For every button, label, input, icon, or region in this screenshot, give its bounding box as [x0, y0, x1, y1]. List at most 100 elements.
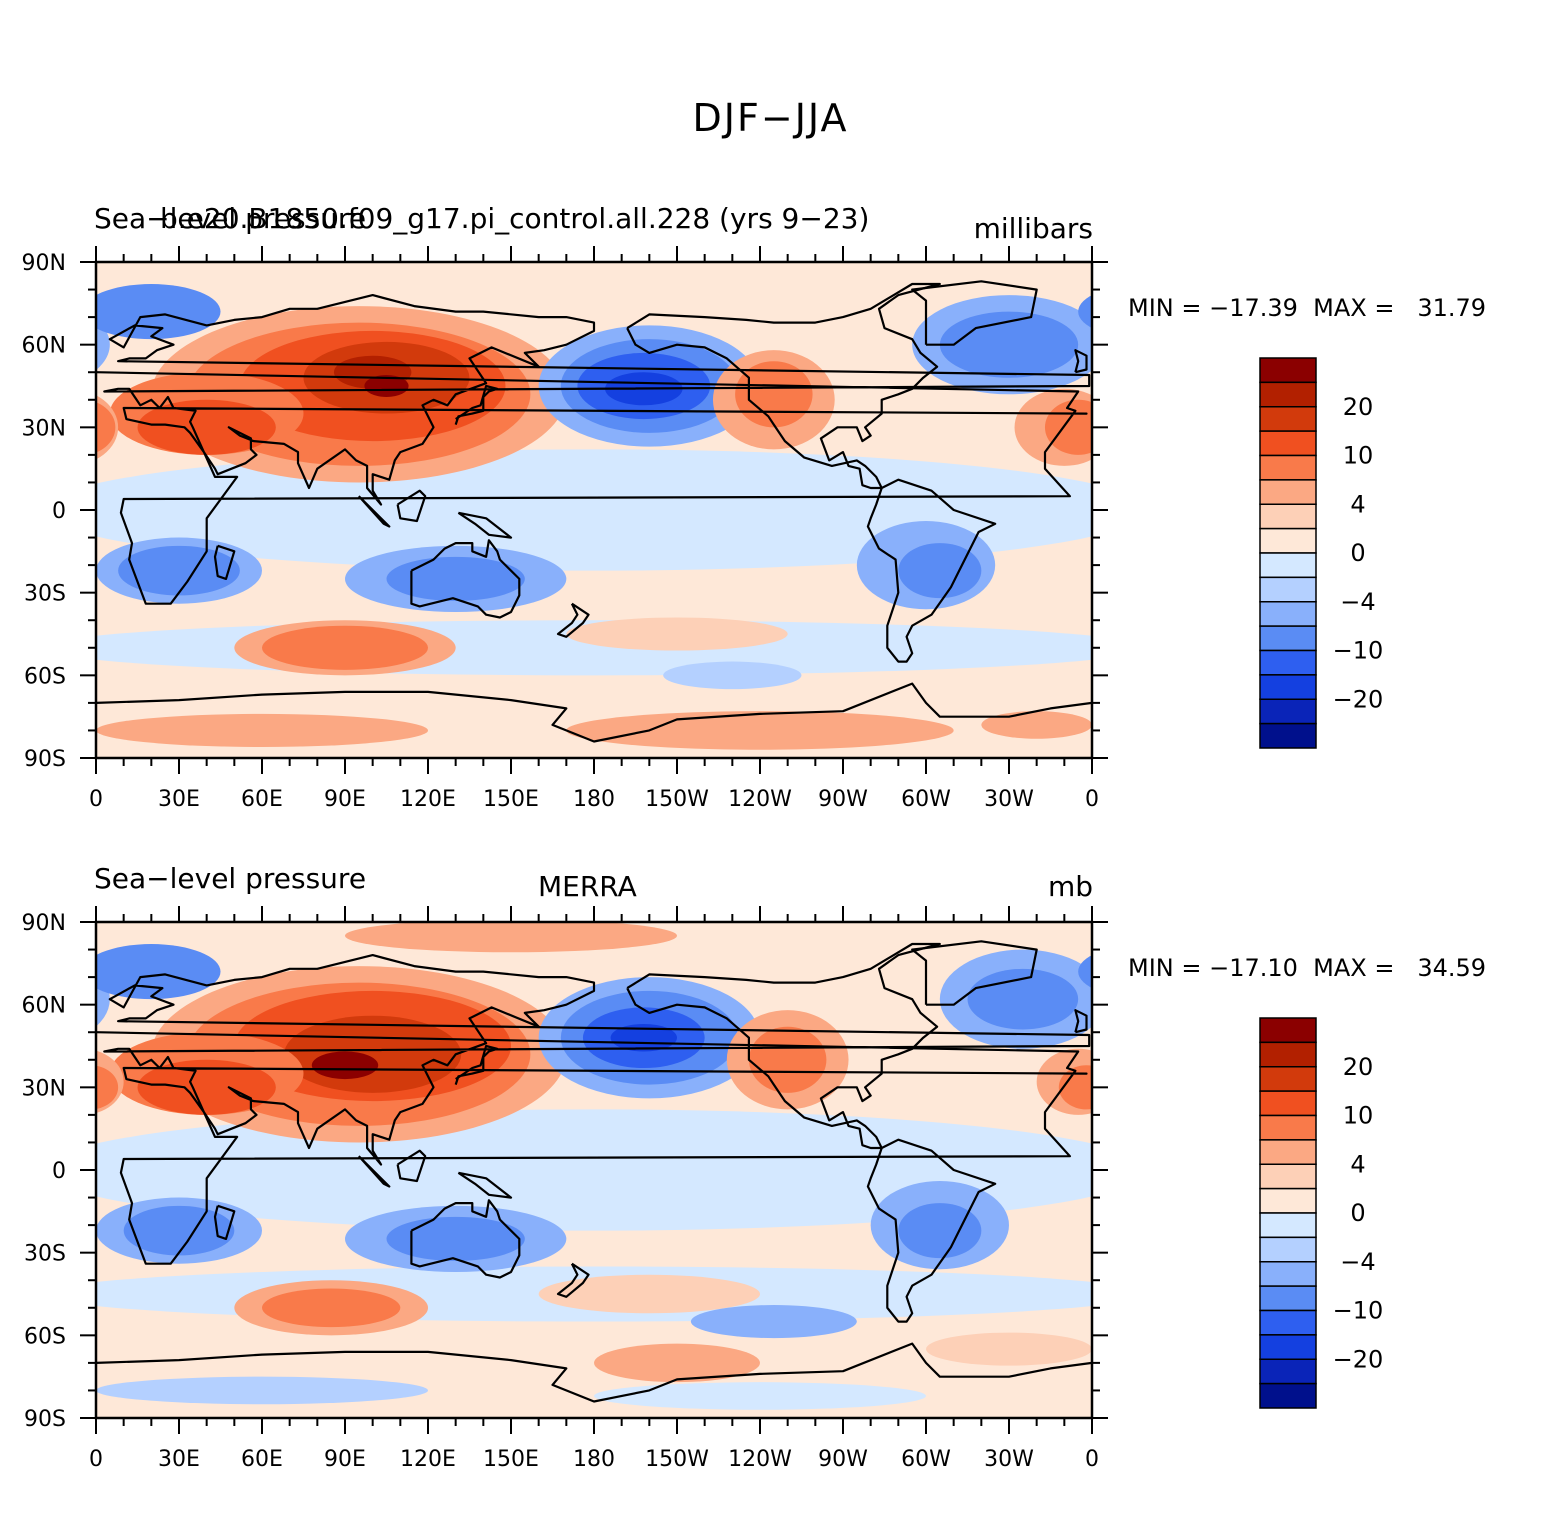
colorbar-swatch — [1259, 1382, 1317, 1409]
contour-map: 90N 60N 30N 0 30S 60S 90S 0 30E 60E 90E 120E 150E 180… — [22, 246, 1541, 812]
lat-tick-label: 90S — [24, 747, 66, 772]
colorbar-label: −10 — [1333, 637, 1384, 665]
contour-region — [1036, 1282, 1092, 1306]
contour-region — [690, 1305, 857, 1339]
coastline — [396, 489, 427, 523]
lat-tick-label: 0 — [52, 499, 66, 524]
coastline — [626, 942, 941, 1150]
colorbar-swatch — [1259, 357, 1317, 384]
map-panel-merra: Sea−level pressure MERRA mb MIN = −17.10… — [0, 860, 1541, 1520]
contour-region — [262, 1288, 401, 1328]
colorbar-swatch — [1259, 1017, 1317, 1044]
coastlines — [96, 940, 1092, 1403]
lon-tick-label: 0 — [1085, 787, 1099, 812]
colorbar-swatch — [1259, 1041, 1317, 1068]
lon-tick-label: 90E — [324, 787, 366, 812]
coastline — [1074, 1009, 1088, 1034]
lon-tick-label: 120W — [728, 1447, 792, 1472]
contour-region — [1092, 1377, 1424, 1405]
contour-region — [284, 1015, 462, 1093]
coastline — [454, 384, 499, 425]
lon-tick-label: 30E — [158, 1447, 200, 1472]
colorbar-swatch — [1259, 1114, 1317, 1141]
min-max-label: MIN = −17.39 MAX = 31.79 — [1128, 294, 1487, 322]
lon-tick-label: 120W — [728, 787, 792, 812]
contour-region — [898, 543, 982, 599]
contour-region — [1078, 955, 1092, 989]
lon-tick-label: 30W — [984, 787, 1034, 812]
coastline — [357, 495, 391, 528]
lon-tick-label: 60W — [901, 787, 951, 812]
colorbar-swatch — [1259, 1212, 1317, 1239]
lon-tick-label: 150W — [645, 787, 709, 812]
contour-region — [538, 1274, 760, 1314]
lon-tick-label: 30W — [984, 1447, 1034, 1472]
coastline — [410, 1199, 521, 1279]
lon-tick-label: 150W — [645, 1447, 709, 1472]
lon-tick-label: 120E — [400, 787, 456, 812]
colorbar-swatch — [1259, 406, 1317, 432]
colorbar-swatch — [1259, 527, 1317, 554]
colorbar-label: 10 — [1343, 1102, 1374, 1130]
panel-units: mb — [1047, 870, 1093, 903]
contour-region — [96, 713, 428, 747]
lon-tick-label: 90W — [818, 787, 868, 812]
coastline — [1074, 349, 1088, 374]
colorbar-label: 20 — [1343, 393, 1374, 421]
contour-region — [594, 1343, 760, 1383]
lat-tick-label: 30N — [22, 1076, 66, 1101]
contour-region — [1092, 714, 1424, 747]
colorbar-swatch — [1259, 674, 1317, 700]
coastline — [96, 954, 1091, 1265]
colorbar-swatch — [1259, 1309, 1317, 1336]
coastline — [866, 478, 997, 663]
colorbar-swatch — [1259, 576, 1317, 603]
contour-region — [96, 284, 221, 340]
colorbar-swatch — [1259, 1261, 1317, 1287]
colorbar-label: −20 — [1333, 685, 1384, 713]
min-max-label: MIN = −17.10 MAX = 34.59 — [1128, 954, 1487, 982]
lat-tick-label: 30S — [24, 582, 66, 607]
lat-tick-label: 60S — [24, 1324, 66, 1349]
colorbar-swatch — [1259, 503, 1317, 530]
coastline — [96, 682, 1092, 743]
contour-region — [1058, 1065, 1092, 1110]
coastline — [626, 282, 941, 490]
lon-tick-label: 150E — [483, 1447, 539, 1472]
contour-region — [96, 1376, 428, 1405]
contour-region — [311, 1051, 379, 1080]
panel-units: millibars — [973, 212, 1093, 245]
coastline — [556, 1262, 590, 1298]
lat-tick-label: 60S — [24, 664, 66, 689]
contour-region — [1092, 538, 1258, 604]
lon-tick-label: 90W — [818, 1447, 868, 1472]
coastline — [457, 511, 513, 539]
colorbar-swatch — [1259, 1358, 1317, 1385]
contour-region — [137, 399, 276, 455]
coastline — [396, 1149, 427, 1183]
contour-region — [1092, 259, 1541, 292]
coastline — [556, 602, 590, 638]
contour-region — [566, 617, 788, 651]
colorbar-label: 4 — [1350, 490, 1365, 518]
colorbar-swatch — [1259, 1139, 1317, 1165]
lat-tick-label: 90N — [22, 251, 66, 276]
colorbar-swatch — [1259, 1066, 1317, 1092]
coastline — [357, 1155, 391, 1188]
coastline — [457, 1171, 513, 1199]
lon-tick-label: 90E — [324, 1447, 366, 1472]
contour-region — [262, 625, 428, 670]
contour-region — [748, 1026, 827, 1093]
contour-region — [898, 1203, 982, 1259]
colorbar-swatch — [1259, 698, 1317, 725]
panel-left-title: Sea−level pressure — [94, 202, 367, 235]
contour-region — [364, 374, 409, 398]
contour-region — [386, 556, 525, 601]
panel-center-title: MERRA — [538, 870, 637, 903]
contour-region — [123, 1205, 235, 1256]
contour-region — [981, 711, 1092, 739]
contour-region — [1092, 1198, 1258, 1264]
colorbar-swatch — [1259, 1236, 1317, 1263]
contour-region — [137, 1059, 276, 1115]
colorbar-label: 10 — [1343, 442, 1374, 470]
